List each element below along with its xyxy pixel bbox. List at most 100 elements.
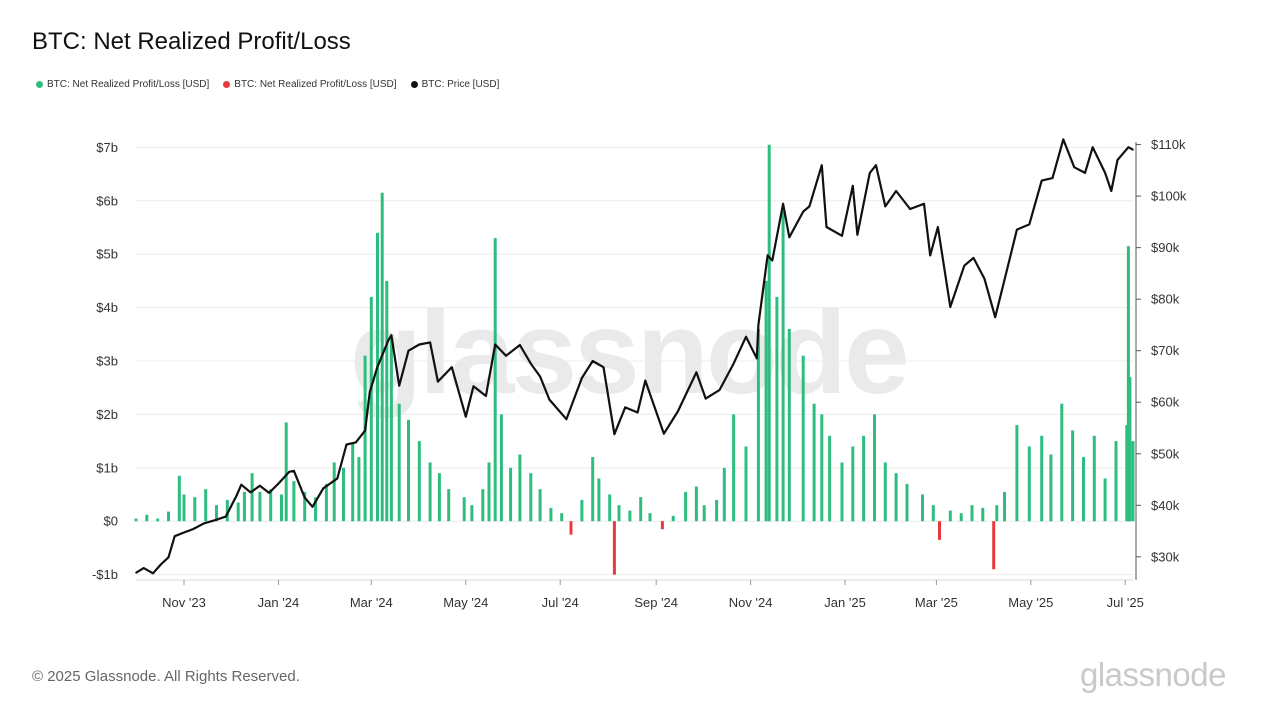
btc-price-point [322, 487, 325, 490]
btc-price-point [663, 432, 665, 435]
x-tick-label: Jul '24 [542, 595, 579, 610]
btc-price-point [963, 264, 966, 267]
btc-price-point [1132, 148, 1134, 151]
watermark-logo: glassnode [350, 287, 910, 419]
profit-bar [781, 211, 785, 522]
profit-bar [732, 414, 736, 522]
profit-bar [1071, 430, 1075, 522]
profit-bar [591, 457, 595, 522]
profit-bar [580, 499, 584, 522]
profit-bar [385, 280, 389, 522]
btc-price-line [135, 138, 1134, 575]
profit-bar [931, 505, 935, 522]
y-left-tick-label: $4b [96, 300, 118, 315]
profit-bar [549, 507, 553, 522]
btc-price-point [494, 343, 497, 346]
profit-bar [883, 462, 887, 522]
btc-price-point [1062, 138, 1065, 141]
y-right-tick-label: $60k [1151, 395, 1180, 410]
btc-price-point [142, 567, 145, 569]
legend-item-loss[interactable]: BTC: Net Realized Profit/Loss [USD] [223, 79, 397, 90]
btc-price-point [757, 324, 760, 326]
btc-price-point [288, 471, 291, 473]
btc-price-point [972, 257, 975, 259]
profit-bar [481, 489, 485, 522]
profit-bar [560, 513, 564, 522]
profit-bar [702, 505, 706, 522]
x-tick-label: Nov '23 [162, 595, 206, 610]
y-left-tick-label: $6b [96, 193, 118, 208]
btc-price-point [1016, 228, 1018, 231]
btc-price-point [624, 406, 626, 409]
profit-bar [242, 491, 246, 522]
btc-price-point [268, 492, 270, 494]
btc-price-point [937, 226, 939, 228]
btc-price-point [613, 433, 616, 436]
profit-bar [820, 414, 824, 522]
legend-item-profit[interactable]: BTC: Net Realized Profit/Loss [USD] [36, 79, 209, 90]
profit-bar [351, 443, 355, 522]
btc-price-point [336, 477, 339, 480]
profit-bar [715, 499, 719, 522]
profit-bar [1015, 425, 1019, 522]
loss-bar [938, 521, 941, 540]
btc-price-point [602, 366, 605, 369]
btc-price-point [451, 366, 453, 369]
x-tick-label: Sep '24 [634, 595, 678, 610]
btc-price-point [852, 185, 854, 187]
btc-price-point [1005, 272, 1007, 275]
profit-bar [756, 329, 760, 522]
profit-bar [1082, 457, 1085, 522]
profit-bar [332, 462, 336, 522]
btc-price-point [1084, 172, 1086, 174]
btc-price-point [821, 164, 823, 166]
btc-price-point [235, 494, 238, 497]
chart-title: BTC: Net Realized Profit/Loss [32, 28, 351, 55]
profit-bar [1003, 491, 1006, 522]
profit-bar [694, 486, 698, 522]
pl-bars [134, 144, 1135, 575]
btc-price-point [1040, 179, 1043, 182]
x-tick-label: Jan '24 [258, 595, 300, 610]
profit-bar [177, 475, 181, 522]
profit-bar [284, 422, 288, 522]
profit-bar [499, 414, 503, 522]
btc-price-point [293, 470, 295, 472]
btc-price-point [1110, 190, 1113, 192]
profit-bar [608, 494, 612, 522]
btc-price-point [345, 443, 348, 446]
profit-bar [684, 491, 688, 522]
btc-price-point [745, 336, 747, 338]
btc-price-point [875, 164, 877, 166]
profit-bar [639, 497, 643, 522]
profit-bar [894, 473, 898, 522]
legend-label-price: BTC: Price [USD] [421, 79, 500, 90]
profit-bar [787, 329, 791, 522]
profit-bar [258, 491, 262, 522]
legend-item-price[interactable]: BTC: Price [USD] [410, 79, 500, 90]
x-tick-label: Jul '25 [1107, 595, 1144, 610]
btc-price-point [802, 210, 804, 213]
btc-price-point [677, 410, 679, 413]
profit-bar [462, 497, 466, 522]
profit-bar [324, 483, 328, 522]
profit-bar [801, 355, 805, 522]
profit-bar [357, 457, 361, 522]
btc-price-point [539, 375, 541, 378]
profit-bar [921, 494, 924, 522]
y-left-tick-label: $2b [96, 407, 118, 422]
legend-label-loss: BTC: Net Realized Profit/Loss [USD] [234, 79, 397, 90]
profit-bar [628, 510, 632, 522]
btc-price-point [808, 205, 811, 208]
x-tick-label: Mar '24 [350, 595, 393, 610]
profit-bar [1128, 377, 1132, 522]
y-left-tick-label: $1b [96, 460, 118, 475]
btc-price-point [782, 203, 784, 205]
profit-bar [509, 467, 513, 522]
y-left-tick-label: $5b [96, 247, 118, 262]
btc-price-point [756, 357, 758, 360]
profit-bar [342, 467, 345, 522]
x-tick-label: May '25 [1008, 595, 1053, 610]
btc-price-point [983, 277, 986, 280]
